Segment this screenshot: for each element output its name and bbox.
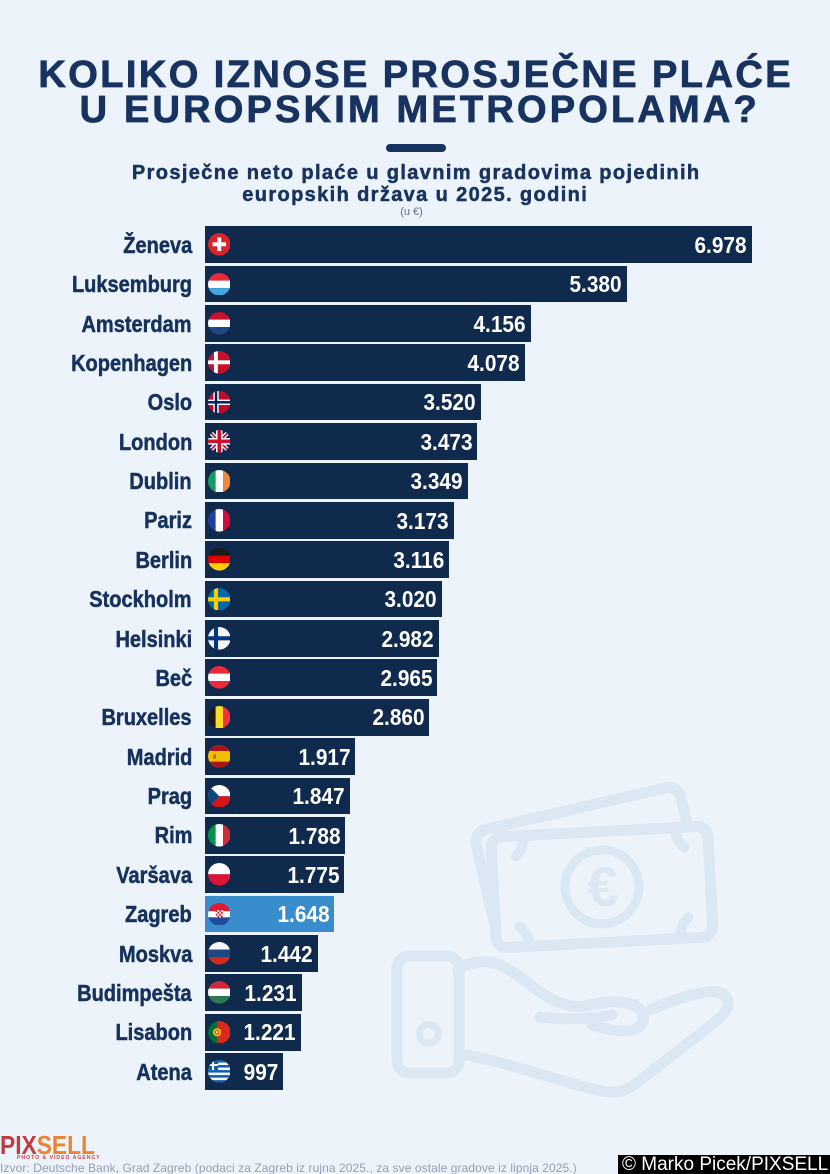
svg-text:€: €	[586, 854, 620, 919]
